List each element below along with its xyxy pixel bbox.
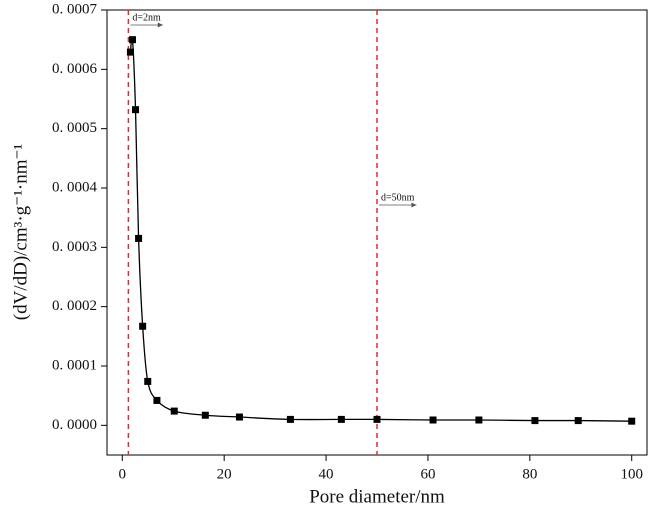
annotation-arrowhead xyxy=(411,202,417,208)
annotation: d=2nm xyxy=(132,12,161,23)
data-point xyxy=(126,48,134,56)
y-tick-label: 0. 0003 xyxy=(52,239,97,255)
x-axis-label: Pore diameter/nm xyxy=(309,486,445,507)
data-point xyxy=(135,234,143,242)
y-tick-label: 0. 0000 xyxy=(52,417,97,433)
y-tick-label: 0. 0005 xyxy=(52,120,97,136)
data-point xyxy=(574,417,582,425)
x-tick-label: 60 xyxy=(420,466,435,482)
x-tick-label: 80 xyxy=(522,466,537,482)
y-tick-label: 0. 0001 xyxy=(52,357,97,373)
y-tick-label: 0. 0007 xyxy=(52,1,98,17)
data-point xyxy=(286,415,294,423)
data-point xyxy=(628,417,636,425)
data-point xyxy=(373,415,381,423)
data-point xyxy=(132,106,140,114)
x-tick-label: 0 xyxy=(119,466,127,482)
x-tick-label: 100 xyxy=(620,466,643,482)
annotation: d=50nm xyxy=(381,192,415,203)
data-point xyxy=(429,416,437,424)
y-tick-label: 0. 0002 xyxy=(52,298,97,314)
x-tick-label: 20 xyxy=(217,466,232,482)
data-point xyxy=(153,396,161,404)
data-point xyxy=(128,36,136,44)
data-point xyxy=(531,417,539,425)
y-tick-label: 0. 0006 xyxy=(52,61,98,77)
data-point xyxy=(475,416,483,424)
data-point xyxy=(235,413,243,421)
data-point xyxy=(201,411,209,419)
y-axis-label: (dV/dD)/cm³·g⁻¹·nm⁻¹ xyxy=(10,143,31,320)
y-tick-label: 0. 0004 xyxy=(52,179,98,195)
data-point xyxy=(144,377,152,385)
annotation-arrowhead xyxy=(157,22,163,28)
x-tick-label: 40 xyxy=(319,466,334,482)
data-point xyxy=(337,415,345,423)
data-point xyxy=(139,322,147,330)
series-line xyxy=(129,36,632,422)
data-point xyxy=(170,407,178,415)
